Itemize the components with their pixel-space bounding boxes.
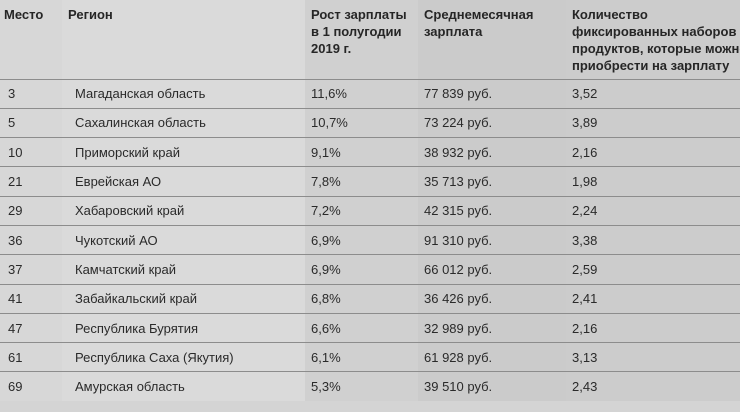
cell-region: Чукотский АО (62, 224, 305, 255)
cell-place: 29 (0, 195, 62, 226)
cell-place: 5 (0, 107, 62, 138)
cell-growth: 6,1% (305, 342, 418, 372)
table-row: 37 Камчатский край 6,9% 66 012 руб. 2,59 (0, 254, 740, 285)
header-salary: Среднемесячная зарплата (418, 0, 566, 79)
cell-salary: 36 426 руб. (418, 283, 566, 314)
table-header-row: Место Регион Рост зарплаты в 1 полугодии… (0, 0, 740, 79)
table-row: 41 Забайкальский край 6,8% 36 426 руб. 2,41 (0, 283, 740, 314)
cell-growth: 6,8% (305, 283, 418, 314)
table-row: 61 Республика Саха (Якутия) 6,1% 61 928 руб… (0, 342, 740, 372)
cell-growth: 6,9% (305, 254, 418, 285)
header-growth: Рост зарплаты в 1 полугодии 2019 г. (305, 0, 418, 79)
cell-food-sets: 3,89 (566, 107, 740, 138)
cell-region: Магаданская область (62, 78, 305, 109)
cell-region: Забайкальский край (62, 283, 305, 314)
cell-region: Республика Саха (Якутия) (62, 342, 305, 372)
cell-salary: 32 989 руб. (418, 312, 566, 343)
header-place: Место (0, 0, 62, 79)
cell-salary: 66 012 руб. (418, 254, 566, 285)
table-row: 47 Республика Бурятия 6,6% 32 989 руб. 2,16 (0, 312, 740, 343)
cell-place: 36 (0, 224, 62, 255)
cell-region: Амурская область (62, 371, 305, 402)
cell-growth: 11,6% (305, 78, 418, 109)
cell-salary: 35 713 руб. (418, 166, 566, 197)
table-row: 5 Сахалинская область 10,7% 73 224 руб. 3,89 (0, 107, 740, 138)
cell-growth: 10,7% (305, 107, 418, 138)
cell-salary: 39 510 руб. (418, 371, 566, 402)
cell-salary: 42 315 руб. (418, 195, 566, 226)
cell-place: 69 (0, 371, 62, 402)
table-row: 69 Амурская область 5,3% 39 510 руб. 2,43 (0, 371, 740, 402)
cell-food-sets: 2,43 (566, 371, 740, 402)
cell-food-sets: 2,41 (566, 283, 740, 314)
cell-growth: 7,8% (305, 166, 418, 197)
cell-salary: 91 310 руб. (418, 224, 566, 255)
cell-region: Приморский край (62, 137, 305, 167)
table-row: 29 Хабаровский край 7,2% 42 315 руб. 2,24 (0, 195, 740, 226)
salary-table: Место Регион Рост зарплаты в 1 полугодии… (0, 0, 740, 402)
cell-place: 37 (0, 254, 62, 285)
header-region: Регион (62, 0, 305, 79)
cell-place: 3 (0, 78, 62, 109)
cell-food-sets: 2,16 (566, 137, 740, 167)
cell-salary: 77 839 руб. (418, 78, 566, 109)
cell-food-sets: 3,38 (566, 224, 740, 255)
cell-salary: 73 224 руб. (418, 107, 566, 138)
cell-food-sets: 3,13 (566, 342, 740, 372)
cell-growth: 9,1% (305, 137, 418, 167)
cell-region: Камчатский край (62, 254, 305, 285)
table-body: 3 Магаданская область 11,6% 77 839 руб. 3,52… (0, 78, 740, 402)
cell-salary: 38 932 руб. (418, 137, 566, 167)
cell-place: 47 (0, 312, 62, 343)
header-food-sets: Количество фиксированных наборов продукт… (566, 0, 740, 79)
cell-food-sets: 1,98 (566, 166, 740, 197)
table-row: 21 Еврейская АО 7,8% 35 713 руб. 1,98 (0, 166, 740, 197)
cell-food-sets: 2,16 (566, 312, 740, 343)
table-row: 10 Приморский край 9,1% 38 932 руб. 2,16 (0, 137, 740, 167)
cell-growth: 6,9% (305, 224, 418, 255)
cell-food-sets: 2,24 (566, 195, 740, 226)
cell-region: Сахалинская область (62, 107, 305, 138)
cell-growth: 7,2% (305, 195, 418, 226)
table-row: 36 Чукотский АО 6,9% 91 310 руб. 3,38 (0, 224, 740, 255)
cell-growth: 6,6% (305, 312, 418, 343)
cell-food-sets: 3,52 (566, 78, 740, 109)
cell-place: 41 (0, 283, 62, 314)
cell-place: 61 (0, 342, 62, 372)
cell-place: 21 (0, 166, 62, 197)
cell-salary: 61 928 руб. (418, 342, 566, 372)
cell-region: Хабаровский край (62, 195, 305, 226)
cell-region: Республика Бурятия (62, 312, 305, 343)
cell-place: 10 (0, 137, 62, 167)
cell-growth: 5,3% (305, 371, 418, 402)
cell-food-sets: 2,59 (566, 254, 740, 285)
cell-region: Еврейская АО (62, 166, 305, 197)
table-row: 3 Магаданская область 11,6% 77 839 руб. 3,52 (0, 78, 740, 109)
